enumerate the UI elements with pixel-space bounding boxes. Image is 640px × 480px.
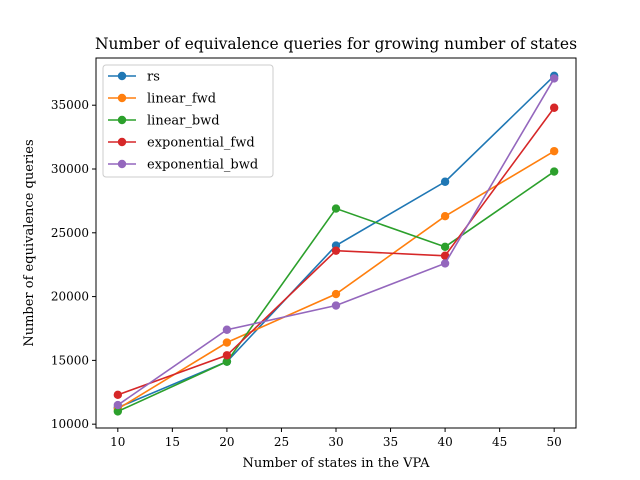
data-point-linear_bwd-20 [222,357,232,366]
data-point-exponential_fwd-20 [222,351,232,360]
x-tick-label: 50 [547,435,562,449]
legend-marker [117,71,127,81]
legend-label: exponential_bwd [147,158,258,173]
y-axis: 10000 15000 20000 25000 30000 35000 [51,98,96,431]
x-axis: 10 15 20 25 30 35 40 45 50 [110,428,562,449]
series-exponential_bwd [113,74,559,410]
y-axis-label: Number of equivalence queries [22,139,37,346]
legend-item-exponential_bwd: exponential_bwd [108,158,258,173]
y-tick-label: 25000 [51,226,89,240]
data-point-linear_bwd-10 [113,407,123,416]
data-point-exponential_bwd-50 [549,74,559,83]
x-tick-label: 35 [383,435,398,449]
data-point-exponential_bwd-40 [440,259,450,268]
legend-marker [117,137,127,147]
data-point-linear_bwd-30 [331,204,341,213]
y-tick-label: 20000 [51,290,89,304]
chart-title: Number of equivalence queries for growin… [95,35,577,53]
legend-item-linear_bwd: linear_bwd [108,114,220,129]
data-point-exponential_fwd-50 [549,103,559,112]
data-point-linear_bwd-40 [440,242,450,252]
data-point-linear_fwd-20 [222,338,232,347]
data-point-linear_fwd-30 [331,289,341,299]
legend-marker [117,159,127,169]
y-tick-label: 10000 [51,417,89,431]
x-tick-label: 45 [492,435,507,449]
legend-label: rs [147,70,160,85]
x-tick-label: 15 [165,435,180,449]
data-point-exponential_bwd-30 [331,301,341,310]
x-tick-label: 30 [328,435,343,449]
x-axis-label: Number of states in the VPA [243,456,431,471]
data-point-rs-40 [440,177,450,186]
data-point-exponential_bwd-20 [222,325,232,334]
x-tick-label: 25 [274,435,289,449]
legend-box [102,64,274,178]
series-linear_bwd [113,167,559,416]
data-point-exponential_bwd-10 [113,400,123,410]
legend: rs linear_fwd linear_bwd exponential_fwdexp… [102,64,274,178]
data-point-linear_fwd-50 [549,146,559,156]
legend-label: linear_bwd [147,114,220,129]
x-tick-label: 40 [437,435,452,449]
series-exponential_fwd [113,103,559,400]
y-tick-label: 35000 [51,98,89,112]
legend-marker [117,93,127,103]
data-point-exponential_fwd-40 [440,251,450,260]
legend-marker [117,115,127,125]
plot-area [113,71,559,416]
data-point-exponential_fwd-10 [113,390,123,400]
data-point-linear_bwd-50 [549,167,559,176]
data-point-linear_fwd-40 [440,212,450,221]
data-point-exponential_fwd-30 [331,246,341,255]
x-tick-label: 20 [219,435,234,449]
y-tick-label: 15000 [51,353,89,367]
x-tick-label: 10 [110,435,125,449]
y-tick-label: 30000 [51,162,89,176]
legend-item-exponential_fwd: exponential_fwd [108,136,255,151]
legend-item-rs: rs [108,70,160,85]
series-linear_fwd [113,146,559,414]
legend-label: exponential_fwd [147,136,255,151]
legend-label: linear_fwd [147,92,216,107]
legend-item-linear_fwd: linear_fwd [108,92,216,107]
